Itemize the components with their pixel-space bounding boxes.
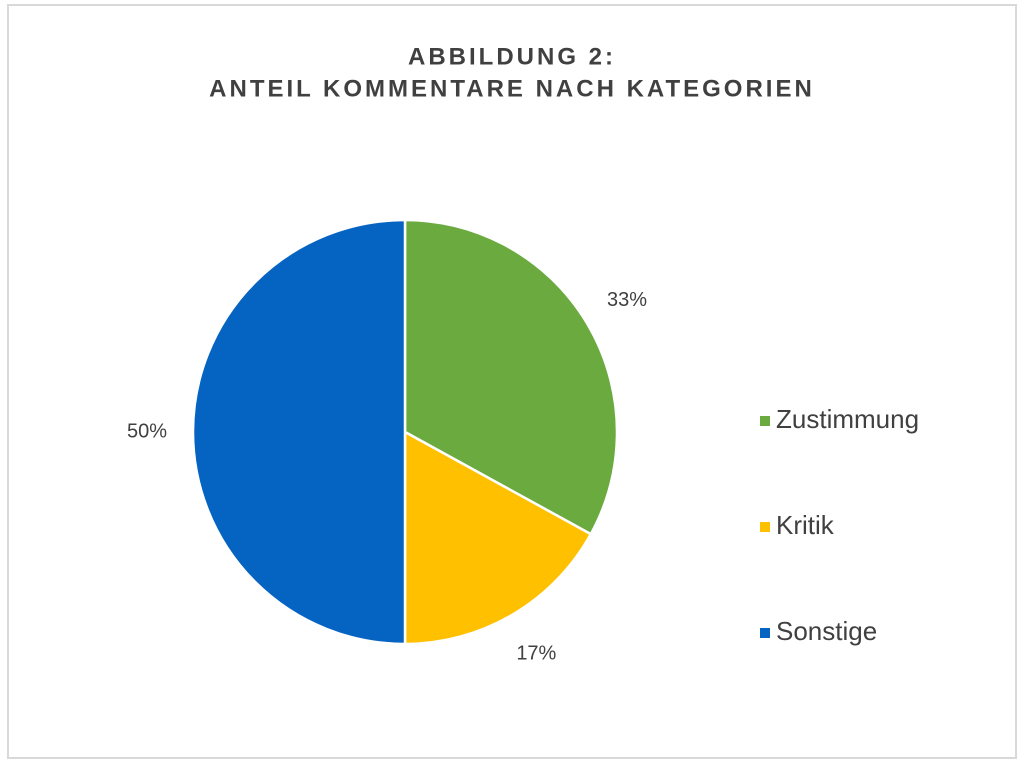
legend-label: Kritik bbox=[776, 510, 835, 540]
pie-slice bbox=[403, 429, 593, 646]
chart-title: ABBILDUNG 2: bbox=[408, 43, 616, 70]
data-label: 50% bbox=[127, 420, 167, 442]
data-label: 33% bbox=[607, 289, 647, 311]
legend-swatch bbox=[760, 628, 770, 638]
chart-title: ANTEIL KOMMENTARE NACH KATEGORIEN bbox=[209, 75, 815, 102]
legend-swatch bbox=[760, 522, 770, 532]
legend-label: Zustimmung bbox=[776, 404, 919, 434]
pie-slice bbox=[191, 218, 407, 646]
data-label: 17% bbox=[516, 642, 556, 664]
legend-label: Sonstige bbox=[776, 616, 877, 646]
legend-swatch bbox=[760, 416, 770, 426]
pie-slice bbox=[403, 218, 619, 536]
